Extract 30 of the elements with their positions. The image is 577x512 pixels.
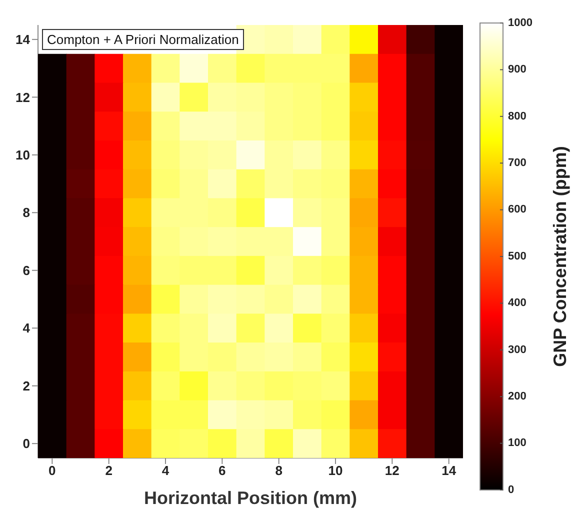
x-tick-label: 14 (442, 463, 457, 478)
x-tick-label: 2 (105, 463, 112, 478)
x-tick-label: 6 (218, 463, 226, 478)
x-tick-label: 12 (384, 463, 400, 478)
y-tick-label: 14 (16, 32, 31, 48)
color-bar-label: 400 (508, 297, 526, 310)
color-bar-label: 700 (508, 157, 526, 170)
color-bar-label: 100 (508, 437, 526, 450)
color-bar-label: 300 (508, 344, 526, 356)
y-tick-label: 4 (22, 320, 31, 336)
y-tick-label: 6 (22, 262, 30, 278)
x-axis-title: Horizontal Position (mm) (144, 488, 357, 508)
color-bar-label: 500 (508, 250, 526, 262)
y-tick-label: 0 (22, 436, 30, 452)
color-bar-label: 200 (508, 390, 526, 403)
x-tick-label: 4 (162, 463, 170, 478)
color-bar-label: 900 (508, 64, 526, 76)
color-bar-label: 1000 (508, 16, 532, 29)
color-bar-label: 800 (508, 110, 526, 122)
x-tick-label: 0 (48, 463, 56, 478)
y-tick-label: 10 (16, 148, 30, 163)
x-tick-label: 10 (328, 463, 343, 478)
color-bar-label: 600 (508, 204, 526, 216)
y-tick-label: 12 (16, 90, 30, 105)
y-tick-label: 8 (22, 205, 30, 220)
y-tick-label: 2 (22, 378, 30, 394)
color-bar-label: 0 (508, 484, 514, 496)
color-bar-title: GNP Concentration (ppm) (550, 146, 570, 367)
x-tick-label: 8 (275, 463, 282, 478)
text: Compton + A Priori Normalization (42, 29, 244, 50)
